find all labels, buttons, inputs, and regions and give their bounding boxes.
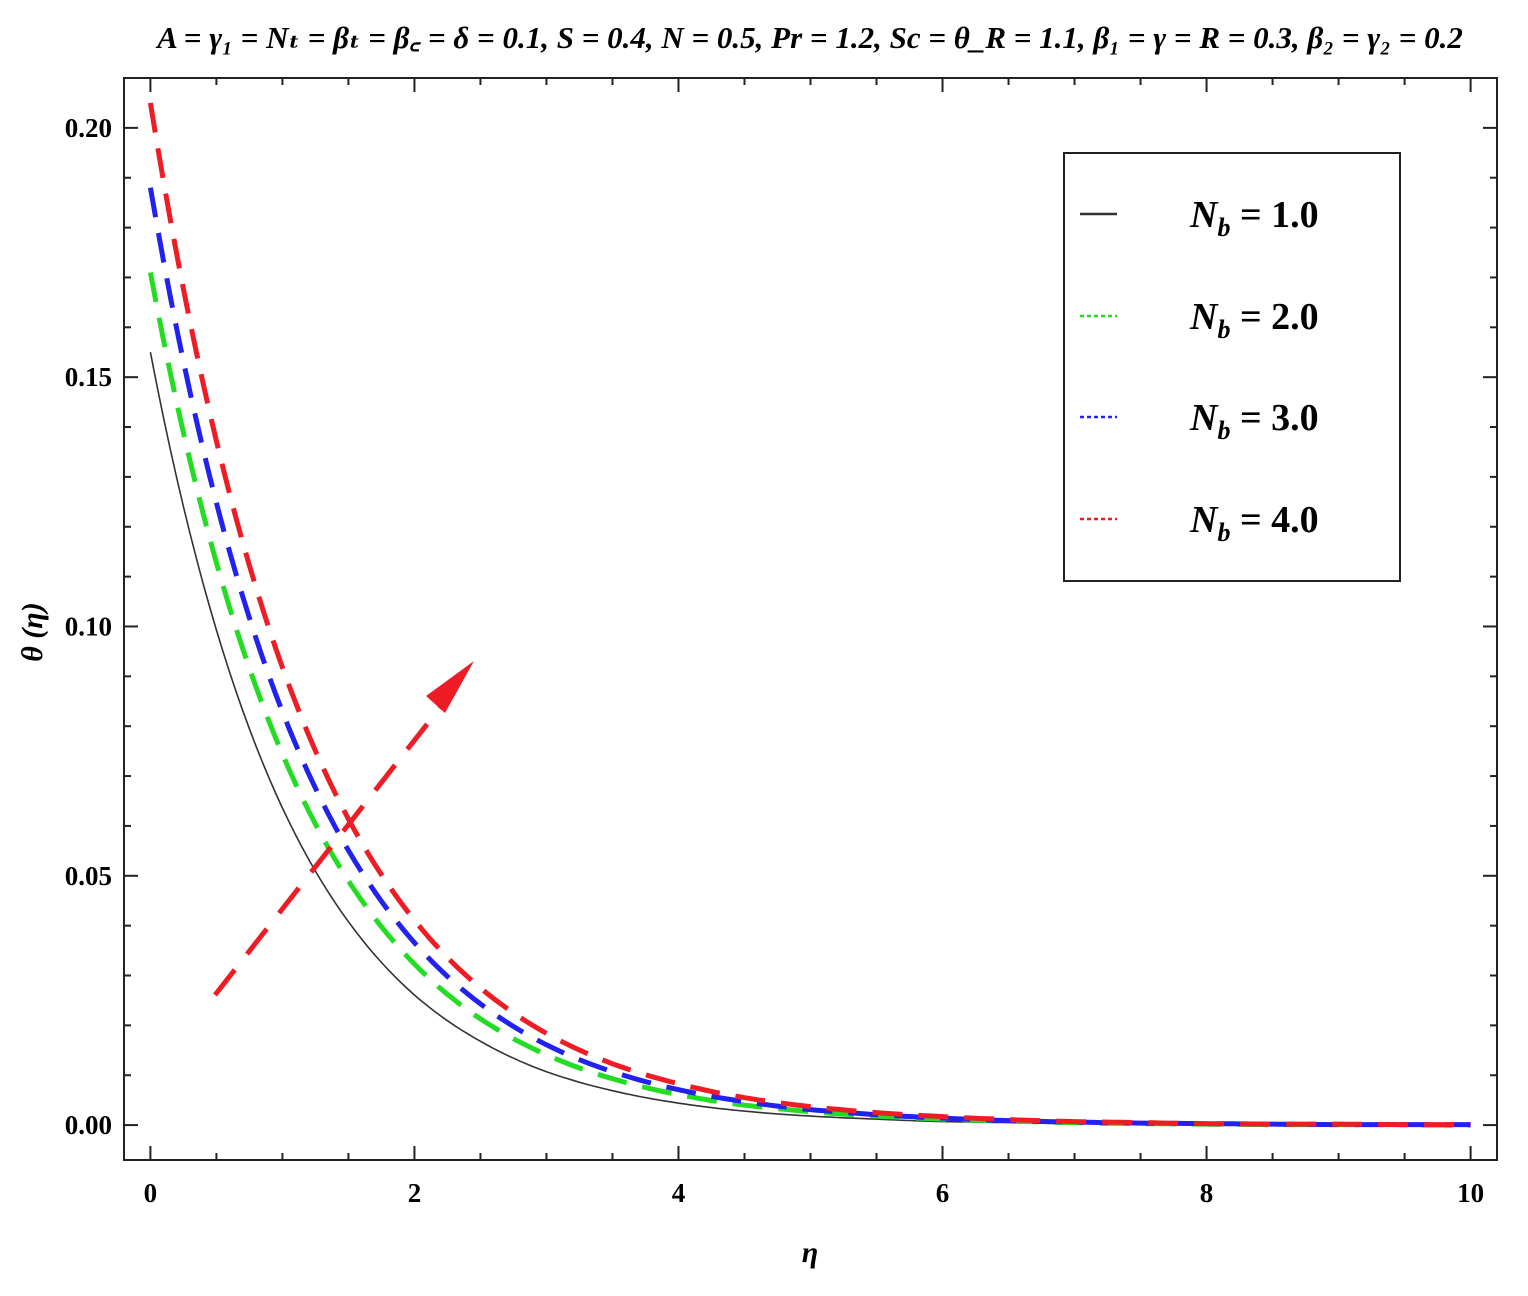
legend-label: Nb = 3.0 [1189,397,1319,445]
legend-label: Nb = 1.0 [1189,194,1319,242]
legend: Nb = 1.0 Nb = 2.0 Nb = 3.0 Nb = 4.0 [1063,152,1401,582]
x-tick-label: 0 [144,1178,158,1208]
x-tick-label: 4 [672,1178,686,1208]
series-layer [147,102,1471,1128]
legend-label: Nb = 2.0 [1189,296,1319,344]
legend-label: Nb = 4.0 [1189,499,1319,547]
y-tick-label: 0.15 [65,362,112,392]
series-line-3 [147,187,1471,1128]
axis-ticks [124,78,1497,1160]
y-tick-label: 0.05 [65,861,112,891]
increase-arrow [213,661,474,997]
increase-arrow-shaft [213,698,448,997]
y-tick-label: 0.20 [65,113,112,143]
x-tick-label: 6 [936,1178,950,1208]
tick-labels: 0 2 4 6 8 10 0.00 0.05 0.10 0.15 0.20 [65,113,1484,1208]
x-tick-label: 2 [408,1178,422,1208]
x-tick-label: 8 [1200,1178,1214,1208]
increase-arrow-head [426,661,474,713]
x-axis-label: η [802,1236,818,1269]
y-tick-label: 0.00 [65,1110,112,1140]
series-line-4 [147,102,1471,1128]
legend-box [1063,152,1401,582]
x-tick-label: 10 [1457,1178,1484,1208]
y-axis-label: θ (η) [16,602,49,662]
y-tick-label: 0.10 [65,611,112,641]
chart-title: A = γ₁ = Nₜ = βₜ = β꜀ = δ = 0.1, S = 0.4… [155,20,1463,55]
